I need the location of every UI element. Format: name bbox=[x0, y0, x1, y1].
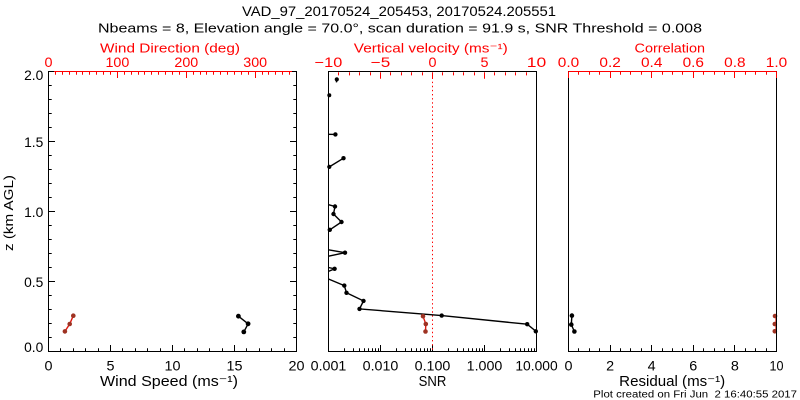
svg-text:−10: −10 bbox=[315, 55, 343, 70]
svg-text:1.000: 1.000 bbox=[467, 358, 503, 374]
svg-text:Vertical velocity (ms⁻¹): Vertical velocity (ms⁻¹) bbox=[354, 40, 508, 55]
svg-text:SNR: SNR bbox=[419, 374, 447, 390]
svg-text:10: 10 bbox=[770, 358, 784, 374]
svg-text:0.2: 0.2 bbox=[599, 55, 620, 70]
svg-text:0.0: 0.0 bbox=[24, 340, 44, 355]
svg-text:Wind Direction (deg): Wind Direction (deg) bbox=[100, 40, 240, 55]
svg-text:0: 0 bbox=[45, 55, 53, 70]
svg-text:0.010: 0.010 bbox=[363, 358, 399, 374]
svg-text:0.100: 0.100 bbox=[415, 358, 451, 374]
svg-text:Plot created on Fri Jun 2 16:: Plot created on Fri Jun 2 16:40:55 2017 bbox=[593, 389, 797, 400]
svg-text:0: 0 bbox=[45, 358, 53, 374]
svg-text:0.5: 0.5 bbox=[24, 275, 44, 290]
svg-text:Correlation: Correlation bbox=[635, 40, 706, 55]
svg-text:5: 5 bbox=[481, 55, 489, 70]
svg-text:0.001: 0.001 bbox=[311, 358, 347, 374]
svg-text:1.0: 1.0 bbox=[766, 55, 788, 70]
svg-text:0.8: 0.8 bbox=[724, 55, 746, 70]
svg-text:10.000: 10.000 bbox=[515, 358, 558, 374]
svg-text:6: 6 bbox=[689, 358, 697, 374]
svg-text:10: 10 bbox=[165, 358, 181, 374]
svg-text:z (km AGL): z (km AGL) bbox=[1, 175, 16, 251]
svg-text:8: 8 bbox=[731, 358, 739, 374]
svg-text:VAD_97_20170524_205453, 201705: VAD_97_20170524_205453, 20170524.205551 bbox=[242, 4, 556, 19]
svg-text:Residual (ms⁻¹): Residual (ms⁻¹) bbox=[619, 374, 725, 390]
svg-text:200: 200 bbox=[174, 55, 198, 70]
svg-text:Wind Speed (ms⁻¹): Wind Speed (ms⁻¹) bbox=[100, 374, 238, 390]
svg-text:20: 20 bbox=[289, 358, 305, 374]
svg-text:2.0: 2.0 bbox=[24, 68, 44, 83]
svg-text:2: 2 bbox=[606, 358, 614, 374]
svg-text:4: 4 bbox=[648, 358, 656, 374]
svg-text:15: 15 bbox=[227, 358, 243, 374]
svg-text:1.5: 1.5 bbox=[24, 135, 44, 150]
svg-text:5: 5 bbox=[107, 358, 115, 374]
svg-text:10: 10 bbox=[527, 55, 547, 70]
svg-text:0.6: 0.6 bbox=[683, 55, 705, 70]
svg-text:0.0: 0.0 bbox=[558, 55, 580, 70]
svg-text:1.0: 1.0 bbox=[24, 205, 44, 220]
svg-text:0: 0 bbox=[429, 55, 437, 70]
svg-text:0: 0 bbox=[565, 358, 573, 374]
svg-text:−5: −5 bbox=[371, 55, 391, 70]
svg-text:Nbeams = 8, Elevation angle =: Nbeams = 8, Elevation angle = 70.0°, sca… bbox=[98, 20, 702, 35]
svg-text:300: 300 bbox=[243, 55, 267, 70]
svg-text:100: 100 bbox=[106, 55, 130, 70]
svg-text:0.4: 0.4 bbox=[641, 55, 663, 70]
